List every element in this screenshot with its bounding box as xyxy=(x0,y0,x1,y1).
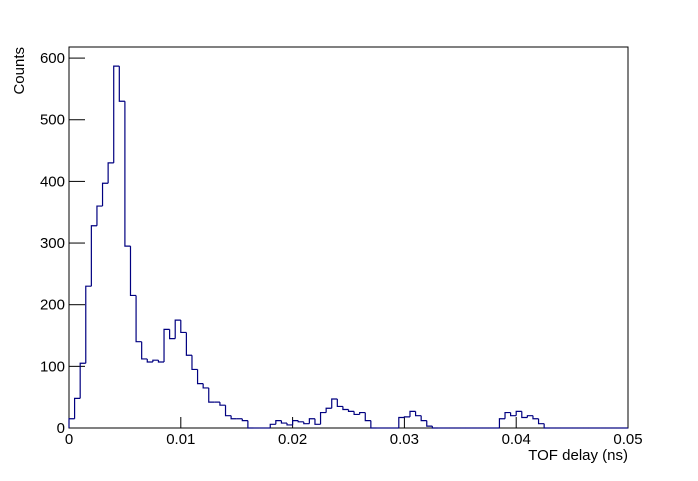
histogram-bin xyxy=(359,411,366,415)
histogram-bin xyxy=(420,415,427,422)
histogram-bin xyxy=(292,420,299,425)
histogram-bin xyxy=(370,420,377,429)
histogram-bin xyxy=(319,411,327,425)
histogram-bin xyxy=(85,285,92,364)
histogram-bin xyxy=(230,415,237,420)
histogram-bin xyxy=(96,205,103,226)
histogram-bin xyxy=(504,411,511,419)
histogram-bin xyxy=(107,162,114,184)
histogram-bin xyxy=(543,423,550,429)
histogram-bin xyxy=(196,369,204,385)
histogram-bin xyxy=(185,332,192,356)
y-tick-label: 100 xyxy=(40,358,65,375)
histogram-bin xyxy=(141,341,148,360)
histogram-bin xyxy=(498,418,506,428)
histogram-bin xyxy=(286,423,293,426)
histogram-bin xyxy=(269,423,276,428)
histogram-bin xyxy=(526,415,533,418)
histogram-bin xyxy=(297,420,304,423)
histogram-bin xyxy=(325,407,332,413)
y-tick-label: 0 xyxy=(57,420,65,437)
histogram-bin xyxy=(308,418,315,424)
histogram-bin xyxy=(515,410,522,416)
histogram-bin xyxy=(347,409,355,412)
histogram-bin xyxy=(118,66,125,102)
histogram-bin xyxy=(152,359,159,363)
histogram-bin xyxy=(202,383,209,389)
histogram-bin xyxy=(180,320,187,334)
histogram-bin xyxy=(241,418,248,422)
histogram-bin xyxy=(124,101,131,247)
y-tick-label: 600 xyxy=(40,50,65,67)
histogram-bin xyxy=(174,319,181,339)
histogram-bin xyxy=(219,402,226,406)
histogram-bin xyxy=(169,329,176,340)
x-tick-label: 0.03 xyxy=(390,431,419,448)
histogram-bin xyxy=(280,420,288,424)
histogram-bin xyxy=(68,418,75,428)
histogram-bin xyxy=(336,399,343,408)
histogram-bin xyxy=(331,398,338,409)
histogram-bin xyxy=(532,415,539,420)
histogram-bin xyxy=(521,411,528,419)
histogram-bin xyxy=(224,405,232,417)
histogram-bin xyxy=(303,421,310,425)
y-axis-title: Counts xyxy=(11,47,28,95)
histogram-bin xyxy=(431,426,438,429)
x-tick-label: 0.05 xyxy=(613,431,642,448)
histogram-bin xyxy=(353,411,360,416)
histogram-bin xyxy=(101,182,109,207)
y-tick-label: 500 xyxy=(40,112,65,129)
plot-frame xyxy=(68,46,629,429)
histogram-bin xyxy=(426,420,433,427)
histogram-bin xyxy=(163,328,170,363)
histogram-bin xyxy=(90,225,97,287)
histogram-bin xyxy=(191,355,198,371)
histogram-bin xyxy=(364,412,371,422)
histogram-bin xyxy=(113,65,120,163)
y-tick-label: 400 xyxy=(40,173,65,190)
histogram-bin xyxy=(135,295,142,343)
histogram-bin xyxy=(79,362,86,399)
histogram-bin xyxy=(275,420,282,425)
x-tick-label: 0.01 xyxy=(166,431,195,448)
histogram-bin xyxy=(208,387,215,403)
histogram-bin xyxy=(247,420,254,429)
histogram-bin xyxy=(409,410,416,417)
histogram-bin xyxy=(537,418,545,425)
histogram-bin xyxy=(314,418,321,425)
histogram-bin xyxy=(342,406,349,411)
histogram-bin xyxy=(129,246,137,297)
histogram-bin xyxy=(414,411,422,417)
histogram-bin xyxy=(510,412,517,417)
y-tick-label: 200 xyxy=(40,297,65,314)
histogram-bin xyxy=(73,397,81,419)
histogram-bin xyxy=(146,358,153,363)
x-tick-label: 0.04 xyxy=(502,431,531,448)
x-tick-label: 0 xyxy=(65,431,73,448)
y-tick-label: 300 xyxy=(40,235,65,252)
histogram-bin xyxy=(403,416,410,418)
x-tick-label: 0.02 xyxy=(278,431,307,448)
x-axis-title: TOF delay (ns) xyxy=(528,447,628,464)
histogram-bin xyxy=(398,416,405,428)
histogram-bin xyxy=(157,360,165,363)
